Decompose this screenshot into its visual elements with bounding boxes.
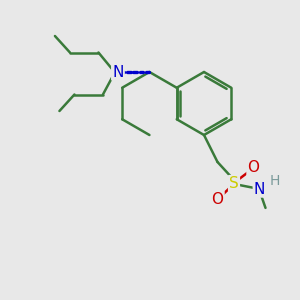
Text: H: H — [270, 174, 280, 188]
Text: S: S — [229, 176, 239, 191]
Text: N: N — [112, 64, 124, 80]
Text: O: O — [212, 192, 224, 207]
Text: O: O — [248, 160, 260, 175]
Text: N: N — [254, 182, 265, 196]
